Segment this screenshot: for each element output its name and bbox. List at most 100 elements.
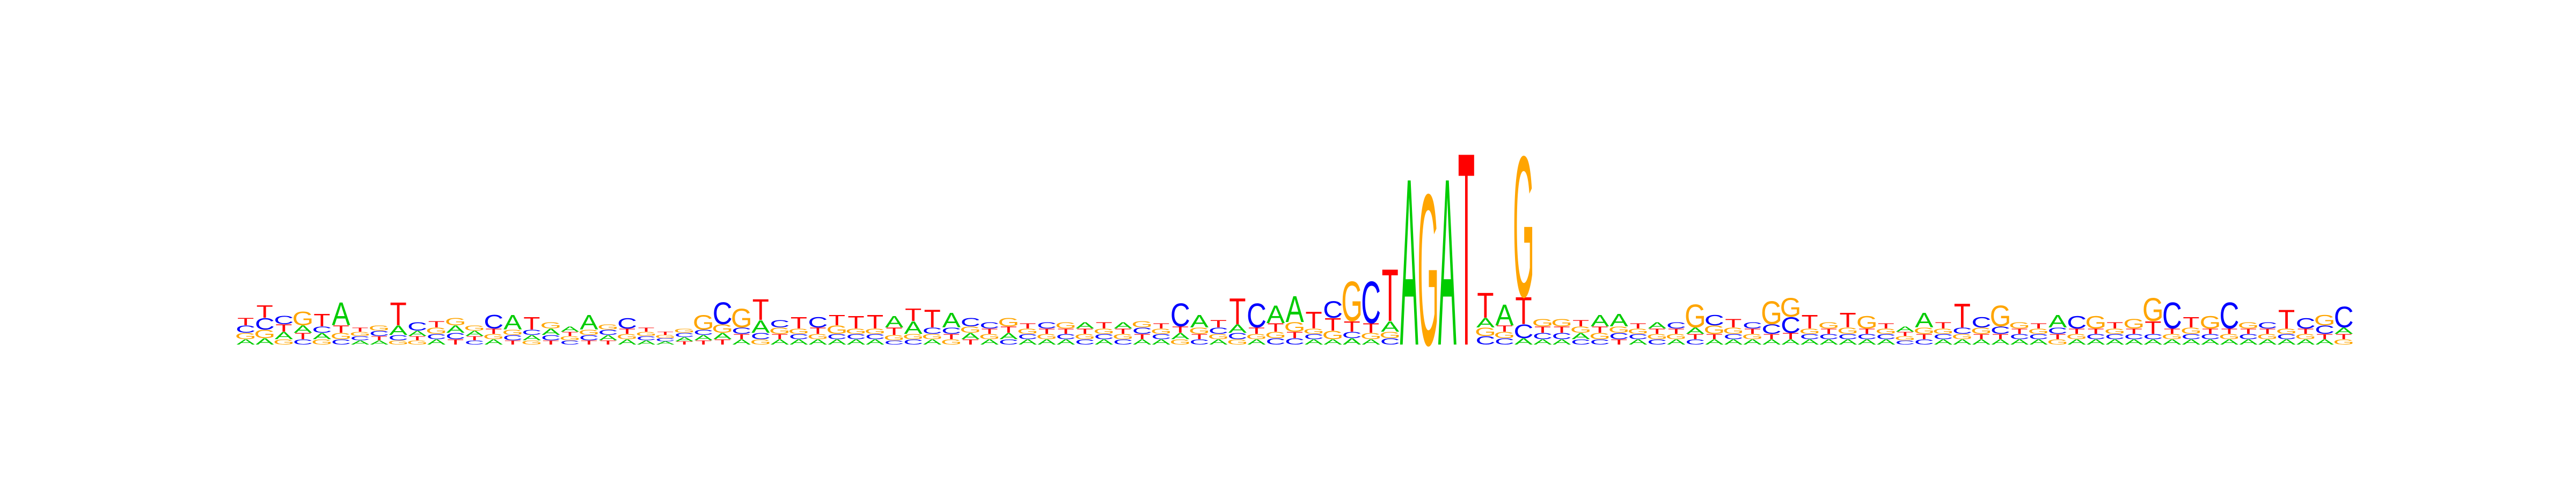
logo-column-13: CTAG [464, 324, 485, 346]
logo-letter-t: T [1019, 321, 1036, 330]
logo-column-63: G [1417, 149, 1439, 390]
logo-column-22: ACGT [635, 326, 657, 346]
logo-column-41: CATG [998, 316, 1019, 346]
logo-letter-c: C [2296, 315, 2316, 332]
logo-letter-t: T [523, 314, 540, 334]
logo-column-109: AGTC [2295, 315, 2316, 346]
logo-column-24: TACG [674, 327, 695, 346]
logo-column-40: AGTC [979, 321, 1000, 346]
logo-column-20: TACG [597, 323, 619, 346]
logo-letter-c: C [713, 296, 733, 331]
logo-letter-t: T [1954, 297, 1971, 335]
logo-column-83: ACGT [1799, 311, 1820, 346]
logo-letter-t: T [257, 302, 273, 322]
logo-column-35: CGTA [883, 312, 905, 346]
logo-column-79: ACGT [1723, 317, 1744, 346]
logo-column-101: ACTG [2142, 291, 2164, 346]
logo-column-75: CGTA [1646, 321, 1668, 346]
logo-letter-g: G [2123, 317, 2145, 332]
logo-letter-t: T [867, 311, 883, 333]
logo-column-71: CAGT [1570, 319, 1592, 346]
logo-column-73: TCGA [1608, 311, 1630, 346]
logo-letter-t: T [1210, 318, 1227, 330]
logo-letter-c: C [2258, 321, 2278, 331]
logo-column-69: ACTG [1532, 317, 1554, 346]
logo-column-65: T [1458, 96, 1475, 404]
logo-column-74: ACGT [1627, 321, 1649, 346]
logo-letter-c: C [407, 320, 427, 333]
logo-letter-t: T [1801, 311, 1818, 333]
logo-letter-g: G [369, 324, 390, 332]
logo-letter-g: G [2238, 321, 2259, 331]
logo-column-60: AGTC [1360, 270, 1382, 346]
logo-letter-a: A [1400, 130, 1418, 396]
logo-letter-c: C [1743, 321, 1762, 331]
logo-letter-t: T [657, 331, 674, 336]
logo-letter-t: T [313, 311, 330, 331]
logo-column-111: GTAC [2333, 301, 2354, 346]
logo-letter-a: A [561, 325, 579, 333]
logo-column-59: ACTG [1341, 270, 1363, 347]
logo-letter-g: G [2009, 321, 2030, 331]
logo-letter-t: T [352, 326, 368, 333]
logo-letter-a: A [1591, 311, 1609, 330]
logo-letter-a: A [332, 296, 350, 332]
logo-letter-t: T [2106, 321, 2123, 331]
logo-column-72: CGTA [1589, 311, 1611, 346]
logo-column-108: ACGT [2276, 304, 2297, 346]
logo-column-23: ACGT [655, 331, 676, 346]
logo-column-89: CTGA [1913, 309, 1935, 346]
logo-column-12: TCAG [445, 316, 466, 346]
logo-letter-t: T [829, 312, 845, 328]
logo-column-9: GCAT [387, 296, 409, 346]
logo-letter-c: C [770, 318, 789, 330]
logo-column-81: ATCG [1761, 295, 1782, 346]
logo-letter-t: T [1153, 321, 1169, 330]
logo-letter-g: G [1780, 292, 1802, 323]
logo-letter-g: G [2085, 313, 2106, 333]
logo-letter-a: A [1075, 321, 1094, 331]
logo-column-56: CTGA [1284, 288, 1306, 347]
logo-letter-g: G [1341, 270, 1363, 333]
logo-letter-t: T [638, 326, 654, 333]
logo-column-97: AGTC [2066, 313, 2088, 346]
logo-column-90: ACGT [1933, 321, 1954, 346]
logo-column-25: TACG [693, 311, 714, 346]
logo-column-31: AGTC [807, 314, 829, 346]
logo-column-5: GACT [311, 311, 333, 346]
logo-column-53: GCAT [1227, 290, 1248, 346]
logo-letter-g: G [1551, 317, 1572, 329]
logo-letter-g: G [1513, 114, 1534, 339]
logo-column-50: GATC [1169, 297, 1191, 346]
logo-letter-g: G [1131, 320, 1153, 330]
logo-letter-c: C [979, 321, 999, 331]
logo-letter-a: A [1438, 130, 1457, 396]
logo-letter-t: T [847, 313, 864, 333]
logo-column-26: TAGC [712, 296, 733, 346]
logo-column-88: CGTA [1894, 325, 1916, 346]
logo-letter-a: A [1896, 325, 1914, 333]
logo-column-32: ACGT [826, 312, 848, 346]
logo-column-34: ACGT [865, 311, 886, 346]
logo-column-14: AGTC [483, 311, 504, 346]
logo-letter-c: C [1323, 297, 1343, 323]
logo-letter-a: A [1610, 311, 1628, 331]
logo-column-103: ACGT [2180, 314, 2202, 346]
logo-letter-g: G [2314, 312, 2336, 328]
logo-letter-t: T [2030, 321, 2047, 330]
logo-letter-t: T [2278, 304, 2295, 334]
logo-column-54: AGTC [1246, 297, 1268, 346]
logo-column-93: ATCG [1990, 300, 2011, 346]
logo-column-19: TCGA [579, 311, 600, 346]
logo-letter-g: G [998, 316, 1019, 329]
logo-letter-t: T [1725, 317, 1741, 330]
logo-letter-a: A [580, 311, 598, 334]
logo-letter-c: C [617, 315, 637, 332]
logo-letter-g: G [1856, 313, 1878, 333]
logo-column-78: ATGC [1703, 312, 1725, 346]
logo-letter-t: T [1095, 321, 1112, 331]
